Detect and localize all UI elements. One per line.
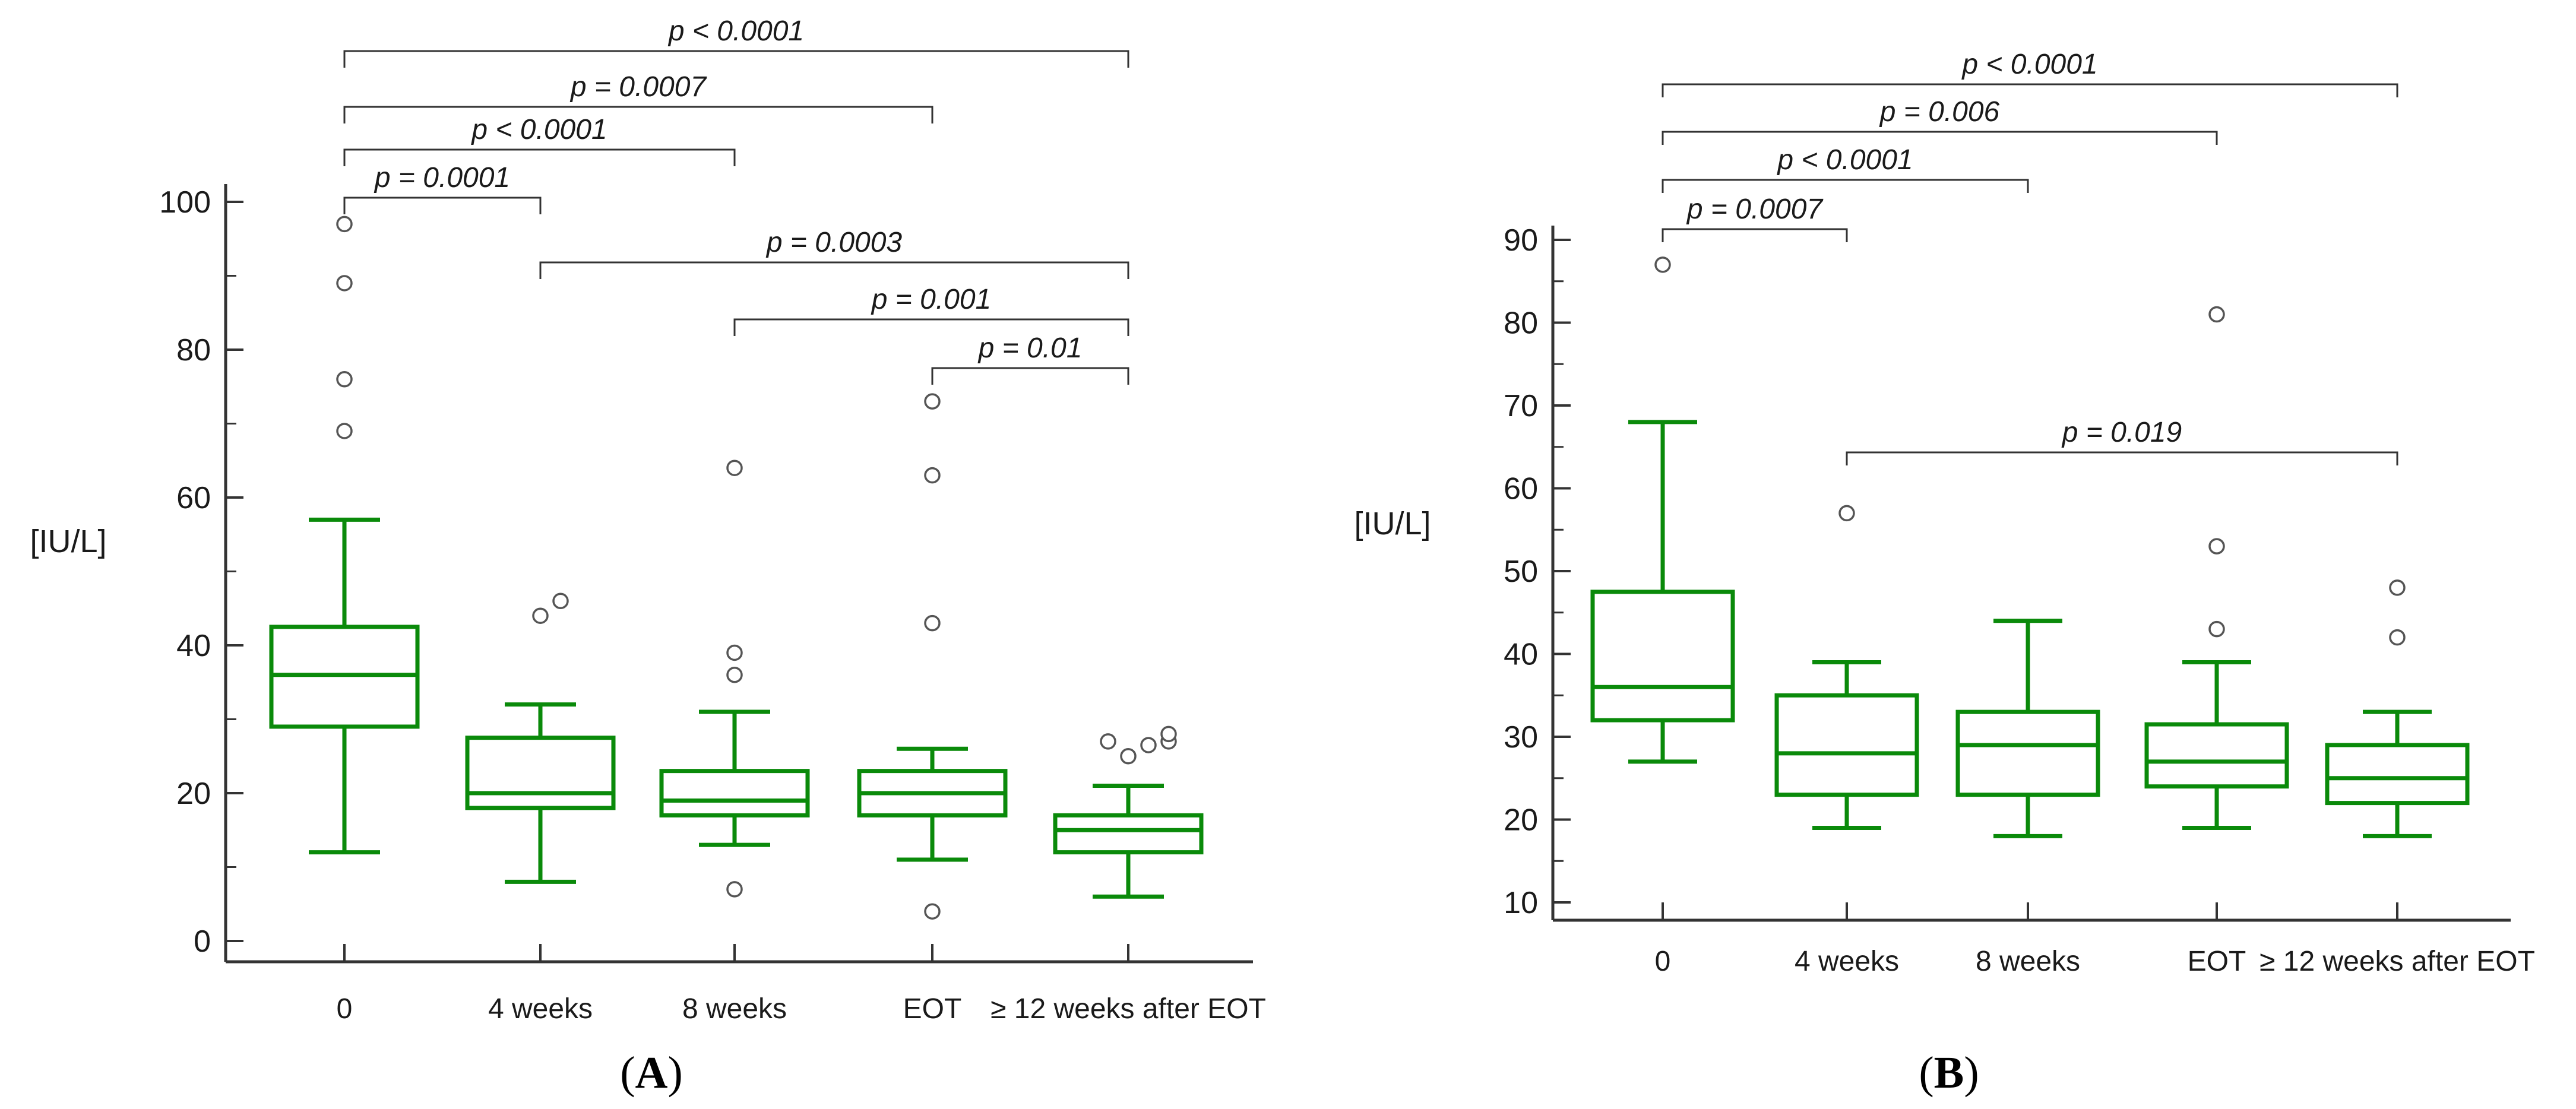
panel-a-outlier xyxy=(726,644,743,661)
panel-b-category-label: 0 xyxy=(1655,946,1671,977)
panel-a-y-tick-label: 60 xyxy=(176,481,211,515)
panel-a-significance-bracket xyxy=(343,106,933,123)
panel-b-box xyxy=(1955,709,2100,797)
panel-b-significance-bracket xyxy=(1662,131,2218,145)
panel-a-y-tick-label: 20 xyxy=(176,777,211,811)
panel-b-category-label: ≥ 12 weeks after EOT xyxy=(2259,946,2535,977)
panel-b-y-tick-label: 90 xyxy=(1504,223,1538,258)
panel-b-significance-bracket xyxy=(1846,451,2398,465)
panel-a-outlier xyxy=(726,460,743,476)
panel-a-p-value-label: p = 0.001 xyxy=(871,284,992,315)
panel-b-box xyxy=(2325,743,2470,806)
panel-a-category-label: 0 xyxy=(337,993,353,1025)
panel-b-y-tick-label: 20 xyxy=(1504,803,1538,838)
panel-b-outlier xyxy=(2208,620,2225,638)
panel-b-p-value-label: p = 0.006 xyxy=(1879,96,2000,128)
panel-b-p-value-label: p = 0.019 xyxy=(2061,417,2182,448)
panel-b-panel-paren-open: ( xyxy=(1919,1048,1933,1098)
panel-b-significance-bracket xyxy=(1662,179,2029,193)
panel-b-outlier xyxy=(2389,579,2406,596)
panel-a-significance-bracket xyxy=(343,197,542,214)
panel-a-p-value-label: p = 0.01 xyxy=(977,332,1083,364)
panel-a-box xyxy=(659,769,810,818)
panel-b-panel-letter: B xyxy=(1934,1048,1964,1098)
panel-b-y-tick-label: 50 xyxy=(1504,554,1538,589)
panel-a-y-tick-label: 80 xyxy=(176,333,211,367)
panel-b-y-tick-label: 70 xyxy=(1504,389,1538,423)
panel-a-outlier xyxy=(336,423,353,439)
panel-b-category-label: EOT xyxy=(2188,946,2246,977)
panel-b-y-tick-label: 40 xyxy=(1504,638,1538,672)
panel-a-chart: 0 20 40 60 80 100 [IU/L] 0 4 weeks 8 weeks EOT ≥ 12… xyxy=(30,15,1265,1098)
panel-a-y-axis-title: [IU/L] xyxy=(30,524,106,559)
panel-a-significance-bracket xyxy=(343,148,736,166)
panel-a-y-tick-label: 0 xyxy=(194,924,211,959)
panel-a-significance-bracket xyxy=(931,367,1129,385)
panel-b-significance-bracket xyxy=(1662,228,1848,242)
panel-a-panel-paren-close: ) xyxy=(667,1048,682,1098)
panel-b-y-tick-label: 80 xyxy=(1504,306,1538,341)
panel-a-p-value-label: p < 0.0001 xyxy=(667,15,804,47)
panel-a-outlier xyxy=(1140,737,1157,753)
panel-a-outlier xyxy=(552,592,569,610)
panel-a-outlier xyxy=(924,393,941,410)
panel-a-outlier xyxy=(336,371,353,388)
panel-a-p-value-label: p = 0.0007 xyxy=(569,71,708,103)
panel-b-panel-label: (B) xyxy=(1919,1048,1979,1098)
panel-a-outlier xyxy=(924,903,941,920)
panel-a-box xyxy=(1053,813,1204,855)
panel-a-outlier xyxy=(924,614,941,632)
panel-a-significance-bracket xyxy=(539,261,1129,279)
panel-a-category-label: 4 weeks xyxy=(488,993,593,1025)
panel-b-y-tick-label: 10 xyxy=(1504,886,1538,920)
panel-a-p-value-label: p = 0.0001 xyxy=(374,162,510,194)
panel-b-y-tick-label: 60 xyxy=(1504,472,1538,506)
panel-b-p-value-label: p < 0.0001 xyxy=(1961,49,2097,80)
panel-a-outlier xyxy=(924,467,941,484)
panel-b-box xyxy=(2144,722,2289,789)
panel-b-box xyxy=(1774,693,1919,797)
panel-a-category-label: 8 weeks xyxy=(682,993,787,1025)
panel-a-p-value-label: p = 0.0003 xyxy=(765,227,903,258)
panel-a-category-label: ≥ 12 weeks after EOT xyxy=(990,993,1266,1025)
panel-a-significance-bracket xyxy=(733,318,1129,336)
panel-a-outlier xyxy=(532,607,549,624)
panel-a-outlier xyxy=(1120,748,1137,765)
panel-a-category-label: EOT xyxy=(903,993,962,1025)
panel-a-y-tick-label: 40 xyxy=(176,629,211,663)
panel-a-outlier xyxy=(726,881,743,898)
panel-b-y-tick-label: 30 xyxy=(1504,720,1538,755)
panel-b-panel-paren-close: ) xyxy=(1964,1048,1979,1098)
panel-b-category-label: 8 weeks xyxy=(1976,946,2080,977)
panel-b-p-value-label: p < 0.0001 xyxy=(1776,144,1913,176)
panel-b-outlier xyxy=(2208,306,2225,323)
panel-b-box xyxy=(1590,590,1735,723)
panel-b-p-value-label: p = 0.0007 xyxy=(1686,194,1824,225)
panel-b-chart: 10 20 30 40 50 60 70 80 90 [IU/L] 0 4 weeks 8 weeks E… xyxy=(1354,49,2534,1098)
panel-b-outlier xyxy=(1654,256,1671,273)
panel-a-outlier xyxy=(1100,733,1116,750)
panel-a-outlier xyxy=(726,667,743,683)
panel-b-outlier xyxy=(2389,629,2406,646)
panel-a-panel-paren-open: ( xyxy=(620,1048,635,1098)
panel-a-panel-letter: A xyxy=(635,1048,668,1098)
panel-a-outlier xyxy=(1160,725,1177,743)
panel-a-p-value-label: p < 0.0001 xyxy=(470,114,607,145)
panel-b-y-axis-title: [IU/L] xyxy=(1354,506,1431,541)
panel-a-box xyxy=(465,736,616,810)
panel-a-y-tick-label: 100 xyxy=(159,185,211,220)
panel-a-significance-bracket xyxy=(343,50,1129,68)
panel-b-significance-bracket xyxy=(1662,83,2398,97)
panel-b-outlier xyxy=(1838,505,1855,522)
panel-a-outlier xyxy=(336,216,353,233)
panel-a-outlier xyxy=(336,275,353,291)
panel-b-category-label: 4 weeks xyxy=(1795,946,1899,977)
panel-b-outlier xyxy=(2208,538,2225,554)
panel-a-panel-label: (A) xyxy=(620,1048,683,1098)
